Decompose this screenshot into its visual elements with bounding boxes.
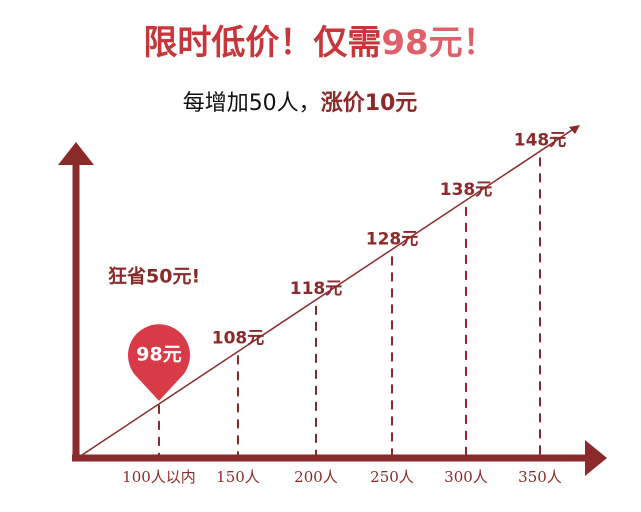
value-label: 98元 <box>136 343 181 365</box>
x-arrow <box>585 440 607 476</box>
x-tick-label: 300人 <box>444 468 488 486</box>
annotation: 狂省50元! <box>108 266 200 288</box>
price-pin <box>128 324 191 401</box>
title-highlight: 98元！ <box>381 23 496 63</box>
y-arrow <box>58 142 94 165</box>
value-label: 128元 <box>366 229 419 249</box>
title-part: 限时低价！仅需 <box>143 23 381 63</box>
subtitle: 每增加50人，涨价10元 <box>183 91 418 116</box>
x-tick-label: 350人 <box>518 468 562 486</box>
x-tick-label: 100人以内 <box>122 468 196 486</box>
value-label: 108元 <box>212 328 265 348</box>
x-tick-label: 250人 <box>370 468 414 486</box>
chart-title: 限时低价！仅需98元！ <box>143 23 496 63</box>
x-tick-label: 150人 <box>216 468 260 486</box>
value-label: 138元 <box>440 180 493 200</box>
trend-line <box>81 129 573 456</box>
trend-arrow <box>569 125 580 134</box>
x-tick-label: 200人 <box>294 468 338 486</box>
value-label: 148元 <box>514 130 567 150</box>
subtitle-highlight: 涨价10元 <box>321 91 418 116</box>
value-label: 118元 <box>290 279 343 299</box>
subtitle-part: 每增加50人， <box>183 91 321 116</box>
